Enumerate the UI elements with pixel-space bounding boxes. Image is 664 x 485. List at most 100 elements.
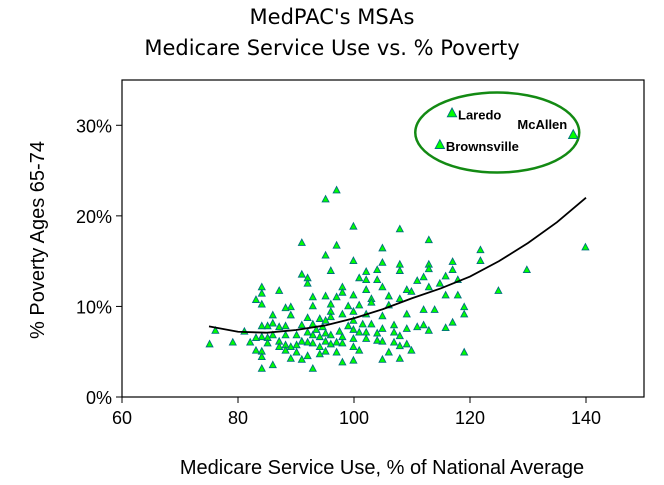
data-point [246, 337, 255, 346]
data-point [292, 330, 301, 339]
data-point [435, 278, 444, 287]
data-point [349, 355, 358, 364]
data-point [384, 291, 393, 300]
data-point [281, 345, 290, 354]
data-point [321, 336, 330, 345]
data-point [448, 317, 457, 326]
data-point [448, 265, 457, 274]
y-tick-label: 20% [76, 207, 112, 227]
data-point [275, 322, 284, 331]
data-point [205, 339, 214, 348]
data-point [257, 288, 266, 297]
data-point [268, 360, 277, 369]
data-point [373, 265, 382, 274]
data-point [362, 334, 371, 342]
data-point [419, 305, 428, 313]
data-point [378, 257, 387, 266]
data-point [308, 319, 317, 328]
data-point [257, 321, 266, 330]
data-point [257, 299, 266, 308]
y-tick-label: 0% [86, 388, 112, 408]
data-point [332, 347, 341, 356]
data-point [373, 275, 382, 284]
data-point [476, 245, 485, 254]
data-point [349, 221, 358, 230]
data-point [378, 354, 387, 363]
data-point [275, 286, 284, 294]
labeled-point [567, 128, 579, 139]
data-point [358, 319, 367, 328]
data-point [441, 290, 450, 299]
data-point [367, 297, 376, 306]
data-point [332, 185, 341, 194]
data-point [419, 320, 428, 329]
data-point [338, 357, 347, 366]
data-point [419, 272, 428, 281]
data-point [332, 240, 341, 249]
data-point [286, 310, 295, 319]
data-point [494, 286, 503, 294]
data-point [326, 312, 335, 321]
data-point [268, 318, 277, 327]
highlight-ellipse [414, 91, 581, 174]
data-point [395, 266, 404, 274]
data-point [430, 305, 439, 313]
data-point [407, 345, 416, 354]
data-point [402, 285, 411, 293]
data-point [355, 273, 364, 282]
data-point [275, 342, 284, 351]
data-point [453, 290, 462, 299]
plot-frame [121, 79, 645, 398]
labeled-point [434, 138, 446, 149]
data-point [321, 291, 330, 300]
data-point [315, 332, 324, 341]
data-point [211, 325, 220, 334]
data-point [402, 309, 411, 318]
x-tick-label: 60 [112, 408, 132, 428]
data-point [349, 256, 358, 264]
data-point [308, 363, 317, 372]
data-point [402, 324, 411, 332]
data-point [303, 313, 312, 322]
data-point [402, 339, 411, 348]
data-point [315, 314, 324, 322]
data-point [460, 309, 469, 318]
data-point [303, 278, 312, 287]
trend-line [208, 197, 587, 334]
data-point [349, 315, 358, 324]
data-point [312, 325, 321, 333]
data-point [581, 242, 590, 251]
data-point [338, 309, 347, 318]
data-point [286, 302, 295, 311]
data-point [321, 250, 330, 259]
data-point [281, 321, 290, 330]
data-point [251, 345, 261, 354]
y-axis-label: % Poverty Ages 65-74 [27, 141, 49, 339]
data-point [308, 292, 317, 301]
data-point [355, 327, 364, 336]
data-point [338, 287, 347, 296]
data-point [338, 338, 347, 347]
data-point [251, 295, 261, 303]
data-point [362, 267, 371, 275]
data-point [268, 310, 277, 319]
data-point [240, 326, 249, 335]
data-point [297, 269, 306, 278]
data-point [441, 323, 450, 332]
data-point [349, 334, 358, 342]
data-point [367, 319, 376, 328]
data-point [303, 337, 312, 346]
data-point [378, 324, 387, 332]
data-point [413, 322, 422, 331]
data-point [228, 337, 237, 346]
data-point [263, 321, 272, 330]
data-point [424, 325, 433, 334]
y-tick-label: 30% [76, 116, 112, 136]
data-point [424, 235, 433, 244]
data-point [344, 301, 353, 310]
x-tick-label: 80 [228, 408, 248, 428]
chart-title: MedPAC's MSAs [249, 5, 415, 29]
data-point [257, 363, 266, 372]
data-point [460, 302, 469, 311]
